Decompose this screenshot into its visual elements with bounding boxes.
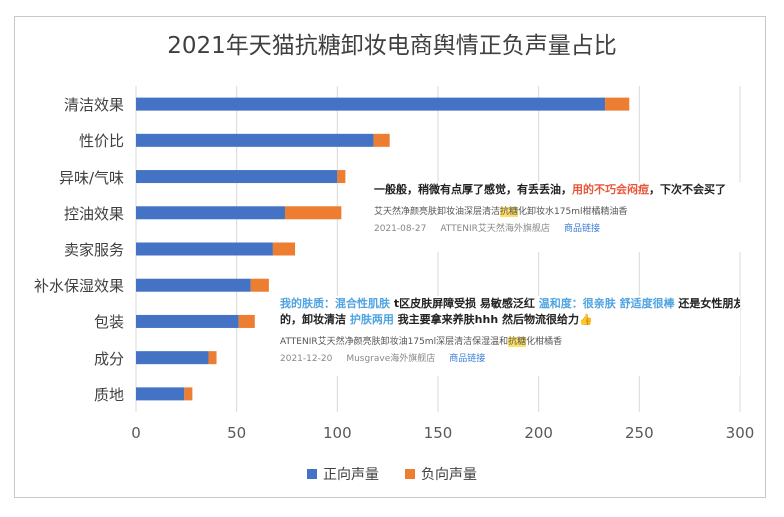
legend-label-positive: 正向声量 <box>323 467 379 483</box>
x-tick-label: 200 <box>524 424 553 442</box>
review-meta: 2021-12-20 Musgrave海外旗舰店 商品链接 <box>280 351 740 364</box>
y-category-label: 成分 <box>93 349 124 368</box>
bar-negative <box>208 351 217 365</box>
bar-positive <box>136 314 239 328</box>
review-date: 2021-08-27 <box>374 224 427 234</box>
review-text-line-2: 的，卸妆清洁 护肤两用 我主要拿来养肤hhh 然后物流很给力👍 <box>280 313 593 326</box>
review-card-1: 一般般，稍微有点厚了感觉，有丢丢油，用的不巧会闷痘，下次不会买了 艾天然净颜亮肤… <box>374 182 742 252</box>
legend-item-negative: 负向声量 <box>405 464 477 484</box>
y-category-label: 性价比 <box>78 132 124 151</box>
bar-negative <box>337 170 346 184</box>
y-category-label: 包装 <box>93 313 124 332</box>
bar-negative <box>605 97 630 111</box>
bar-positive <box>136 351 209 365</box>
bar-negative <box>238 314 255 328</box>
y-category-label: 清洁效果 <box>63 96 124 115</box>
y-category-label: 卖家服务 <box>63 241 124 259</box>
review-card-2: 我的肤质：混合性肌肤 t区皮肤屏障受损 易敏感泛红 温和度：很亲肤 舒适度很棒 … <box>280 296 740 376</box>
x-tick-label: 250 <box>625 424 654 442</box>
bar-positive <box>136 97 606 111</box>
x-tick-label: 150 <box>423 424 453 442</box>
bar-positive <box>136 242 273 256</box>
review-meta: 2021-08-27 ATTENIR艾天然海外旗舰店 商品链接 <box>374 221 742 234</box>
y-category-label: 异味/气味 <box>58 168 124 187</box>
bar-negative <box>250 278 269 292</box>
bar-positive <box>136 133 374 147</box>
bar-negative <box>184 387 193 401</box>
bar-positive <box>136 170 338 184</box>
bar-negative <box>373 133 390 147</box>
review-date: 2021-12-20 <box>280 354 333 364</box>
review-shop: ATTENIR艾天然海外旗舰店 <box>440 224 550 234</box>
bar-positive <box>136 278 251 292</box>
chart-frame <box>14 16 766 498</box>
chart-title: 2021年天猫抗糖卸妆电商舆情正负声量占比 <box>167 33 617 59</box>
legend-swatch-negative <box>405 469 415 479</box>
x-tick-label: 300 <box>725 424 755 442</box>
legend: 正向声量 负向声量 <box>0 464 784 484</box>
legend-label-negative: 负向声量 <box>421 467 477 483</box>
review-text: 一般般，稍微有点厚了感觉，有丢丢油，用的不巧会闷痘，下次不会买了 <box>374 183 726 196</box>
product-link[interactable]: 商品链接 <box>563 224 600 234</box>
bar-negative <box>284 206 342 220</box>
bar-negative <box>272 242 296 256</box>
review-text-line-1: 我的肤质：混合性肌肤 t区皮肤屏障受损 易敏感泛红 温和度：很亲肤 舒适度很棒 … <box>280 297 740 310</box>
bar-positive <box>136 206 285 220</box>
y-category-label: 控油效果 <box>63 204 124 223</box>
review-shop: Musgrave海外旗舰店 <box>346 354 436 364</box>
bar-positive <box>136 387 185 401</box>
x-tick-label: 0 <box>131 424 141 442</box>
x-tick-label: 100 <box>323 424 352 442</box>
legend-item-positive: 正向声量 <box>307 464 379 484</box>
x-tick-label: 50 <box>227 424 247 442</box>
y-category-label: 补水保湿效果 <box>33 277 124 296</box>
product-link[interactable]: 商品链接 <box>449 354 486 364</box>
review-product: 艾天然净颜亮肤卸妆油深层清洁抗糖化卸妆水175ml柑橘精油香 <box>374 207 628 217</box>
review-product: ATTENIR艾天然净颜亮肤卸妆油175ml深层清洁保湿温和抗糖化柑橘香 <box>280 337 563 347</box>
y-category-label: 质地 <box>93 385 124 404</box>
legend-swatch-positive <box>307 469 317 479</box>
